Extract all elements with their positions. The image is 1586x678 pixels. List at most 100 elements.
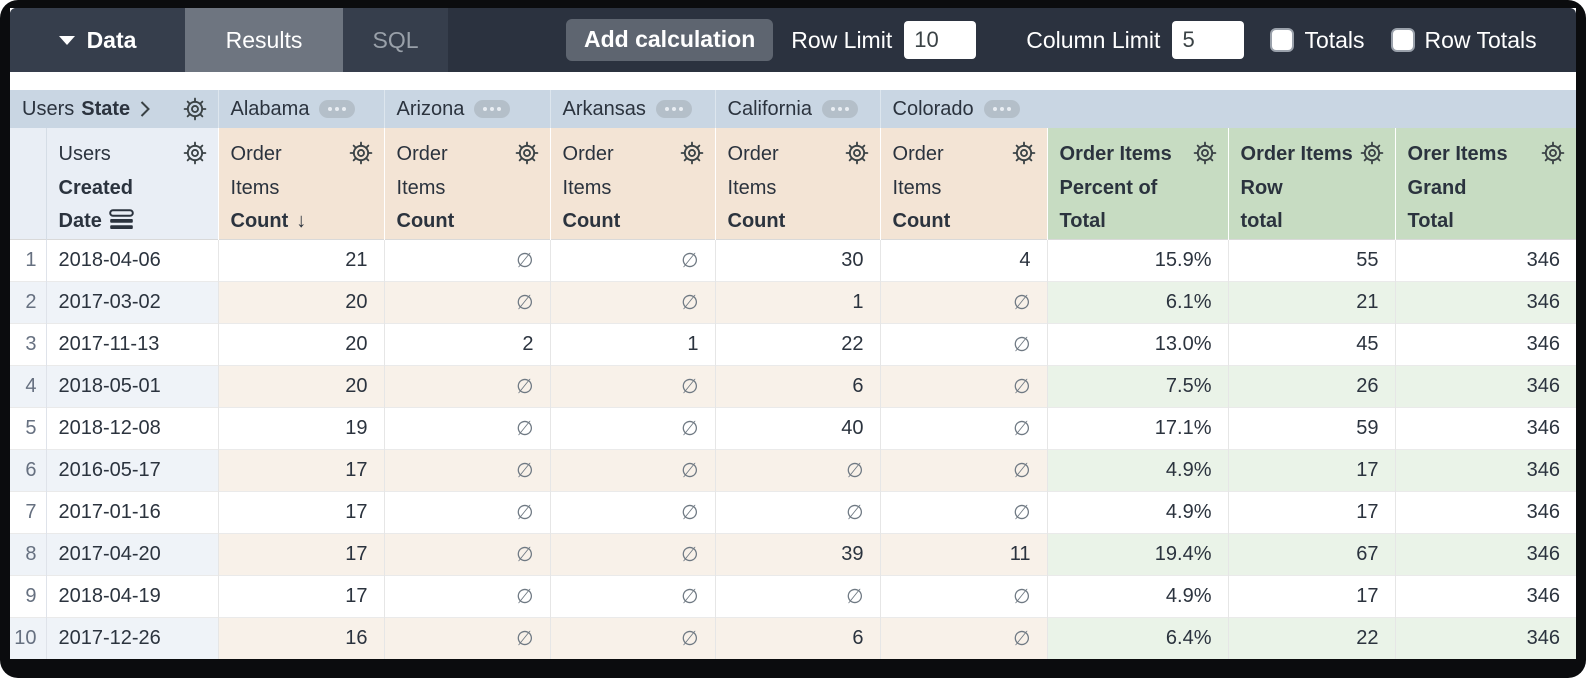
percent-cell[interactable]: 15.9% (1046, 238, 1229, 282)
percent-cell[interactable]: 17.1% (1046, 406, 1229, 450)
gear-icon[interactable] (1192, 140, 1218, 166)
measure-cell[interactable]: ∅ (879, 322, 1048, 366)
measure-cell[interactable]: ∅ (879, 574, 1048, 618)
measure-cell[interactable]: ∅ (383, 616, 551, 660)
row-total-cell[interactable]: 17 (1227, 448, 1396, 492)
measure-cell[interactable]: 30 (714, 238, 881, 282)
date-cell[interactable]: 2018-04-06 (46, 238, 219, 282)
grand-total-cell[interactable]: 346 (1394, 238, 1577, 282)
date-cell[interactable]: 2016-05-17 (46, 448, 219, 492)
measure-cell[interactable]: ∅ (383, 280, 551, 324)
measure-cell[interactable]: ∅ (879, 616, 1048, 660)
gear-icon[interactable] (844, 140, 870, 166)
row-total-cell[interactable]: 17 (1227, 490, 1396, 534)
percent-cell[interactable]: 4.9% (1046, 490, 1229, 534)
row-total-cell[interactable]: 22 (1227, 616, 1396, 660)
row-total-cell[interactable]: 67 (1227, 532, 1396, 576)
measure-cell[interactable]: ∅ (714, 490, 881, 534)
measure-header-california-count[interactable]: Order Items Count (714, 128, 881, 240)
date-cell[interactable]: 2017-11-13 (46, 322, 219, 366)
date-cell[interactable]: 2017-01-16 (46, 490, 219, 534)
calc-header-percent-of-total[interactable]: Order Items Percent of Total (1046, 128, 1229, 240)
measure-cell[interactable]: 20 (217, 280, 385, 324)
pivot-gear-icon[interactable] (182, 96, 208, 122)
measure-cell[interactable]: ∅ (383, 238, 551, 282)
measure-cell[interactable]: ∅ (879, 364, 1048, 408)
measure-cell[interactable]: 40 (714, 406, 881, 450)
pivot-dimension-header[interactable]: Users State (10, 90, 219, 128)
measure-cell[interactable]: ∅ (549, 616, 716, 660)
gear-icon[interactable] (1359, 140, 1385, 166)
measure-cell[interactable]: ∅ (383, 532, 551, 576)
grand-total-cell[interactable]: 346 (1394, 322, 1577, 366)
measure-cell[interactable]: ∅ (714, 574, 881, 618)
percent-cell[interactable]: 19.4% (1046, 532, 1229, 576)
grand-total-cell[interactable]: 346 (1394, 490, 1577, 534)
row-totals-checkbox[interactable] (1390, 28, 1415, 52)
measure-cell[interactable]: ∅ (549, 238, 716, 282)
grand-total-cell[interactable]: 346 (1394, 532, 1577, 576)
date-cell[interactable]: 2018-05-01 (46, 364, 219, 408)
grand-total-cell[interactable]: 346 (1394, 364, 1577, 408)
measure-cell[interactable]: ∅ (879, 406, 1048, 450)
calc-header-row-total[interactable]: Order Items Row total (1227, 128, 1396, 240)
measure-cell[interactable]: 11 (879, 532, 1048, 576)
date-cell[interactable]: 2018-04-19 (46, 574, 219, 618)
grand-total-cell[interactable]: 346 (1394, 448, 1577, 492)
tab-sql[interactable]: SQL (372, 26, 419, 53)
date-cell[interactable]: 2017-04-20 (46, 532, 219, 576)
measure-cell[interactable]: 4 (879, 238, 1048, 282)
measure-cell[interactable]: 20 (217, 364, 385, 408)
measure-cell[interactable]: 1 (549, 322, 716, 366)
measure-cell[interactable]: ∅ (383, 490, 551, 534)
grand-total-cell[interactable]: 346 (1394, 616, 1577, 660)
more-options-icon[interactable] (319, 100, 356, 118)
grand-total-cell[interactable]: 346 (1394, 406, 1577, 450)
gear-icon[interactable] (1540, 140, 1566, 166)
gear-icon[interactable] (348, 140, 374, 166)
row-total-cell[interactable]: 21 (1227, 280, 1396, 324)
measure-cell[interactable]: ∅ (549, 448, 716, 492)
measure-cell[interactable]: 16 (217, 616, 385, 660)
date-cell[interactable]: 2017-03-02 (46, 280, 219, 324)
percent-cell[interactable]: 4.9% (1046, 448, 1229, 492)
measure-header-colorado-count[interactable]: Order Items Count (879, 128, 1048, 240)
measure-header-arkansas-count[interactable]: Order Items Count (549, 128, 716, 240)
column-limit-input[interactable] (1172, 21, 1245, 59)
measure-header-alabama-count[interactable]: Order Items Count ↓ (217, 128, 385, 240)
percent-cell[interactable]: 4.9% (1046, 574, 1229, 618)
data-section-toggle[interactable]: Data (10, 8, 185, 72)
calc-header-grand-total[interactable]: Orer Items Grand Total (1394, 128, 1577, 240)
more-options-icon[interactable] (474, 100, 511, 118)
measure-cell[interactable]: ∅ (714, 448, 881, 492)
gear-icon[interactable] (1011, 140, 1037, 166)
measure-cell[interactable]: 6 (714, 364, 881, 408)
measure-cell[interactable]: 1 (714, 280, 881, 324)
date-cell[interactable]: 2018-12-08 (46, 406, 219, 450)
grand-total-cell[interactable]: 346 (1394, 280, 1577, 324)
measure-cell[interactable]: ∅ (383, 574, 551, 618)
measure-cell[interactable]: ∅ (549, 532, 716, 576)
measure-cell[interactable]: ∅ (879, 280, 1048, 324)
measure-cell[interactable]: 6 (714, 616, 881, 660)
gear-icon[interactable] (679, 140, 705, 166)
pivot-value-colorado[interactable]: Colorado (879, 90, 1048, 128)
more-options-icon[interactable] (822, 100, 858, 118)
add-calculation-button[interactable]: Add calculation (566, 19, 774, 61)
measure-cell[interactable]: 22 (714, 322, 881, 366)
tab-results[interactable]: Results (185, 8, 343, 72)
percent-cell[interactable]: 7.5% (1046, 364, 1229, 408)
measure-cell[interactable]: 21 (217, 238, 385, 282)
row-total-cell[interactable]: 45 (1227, 322, 1396, 366)
row-total-cell[interactable]: 59 (1227, 406, 1396, 450)
measure-cell[interactable]: ∅ (383, 364, 551, 408)
row-total-cell[interactable]: 17 (1227, 574, 1396, 618)
more-options-icon[interactable] (983, 100, 1020, 118)
measure-header-arizona-count[interactable]: Order Items Count (383, 128, 551, 240)
percent-cell[interactable]: 6.1% (1046, 280, 1229, 324)
measure-cell[interactable]: ∅ (383, 448, 551, 492)
measure-cell[interactable]: ∅ (879, 448, 1048, 492)
measure-cell[interactable]: 20 (217, 322, 385, 366)
row-total-cell[interactable]: 26 (1227, 364, 1396, 408)
row-limit-input[interactable] (904, 21, 977, 59)
